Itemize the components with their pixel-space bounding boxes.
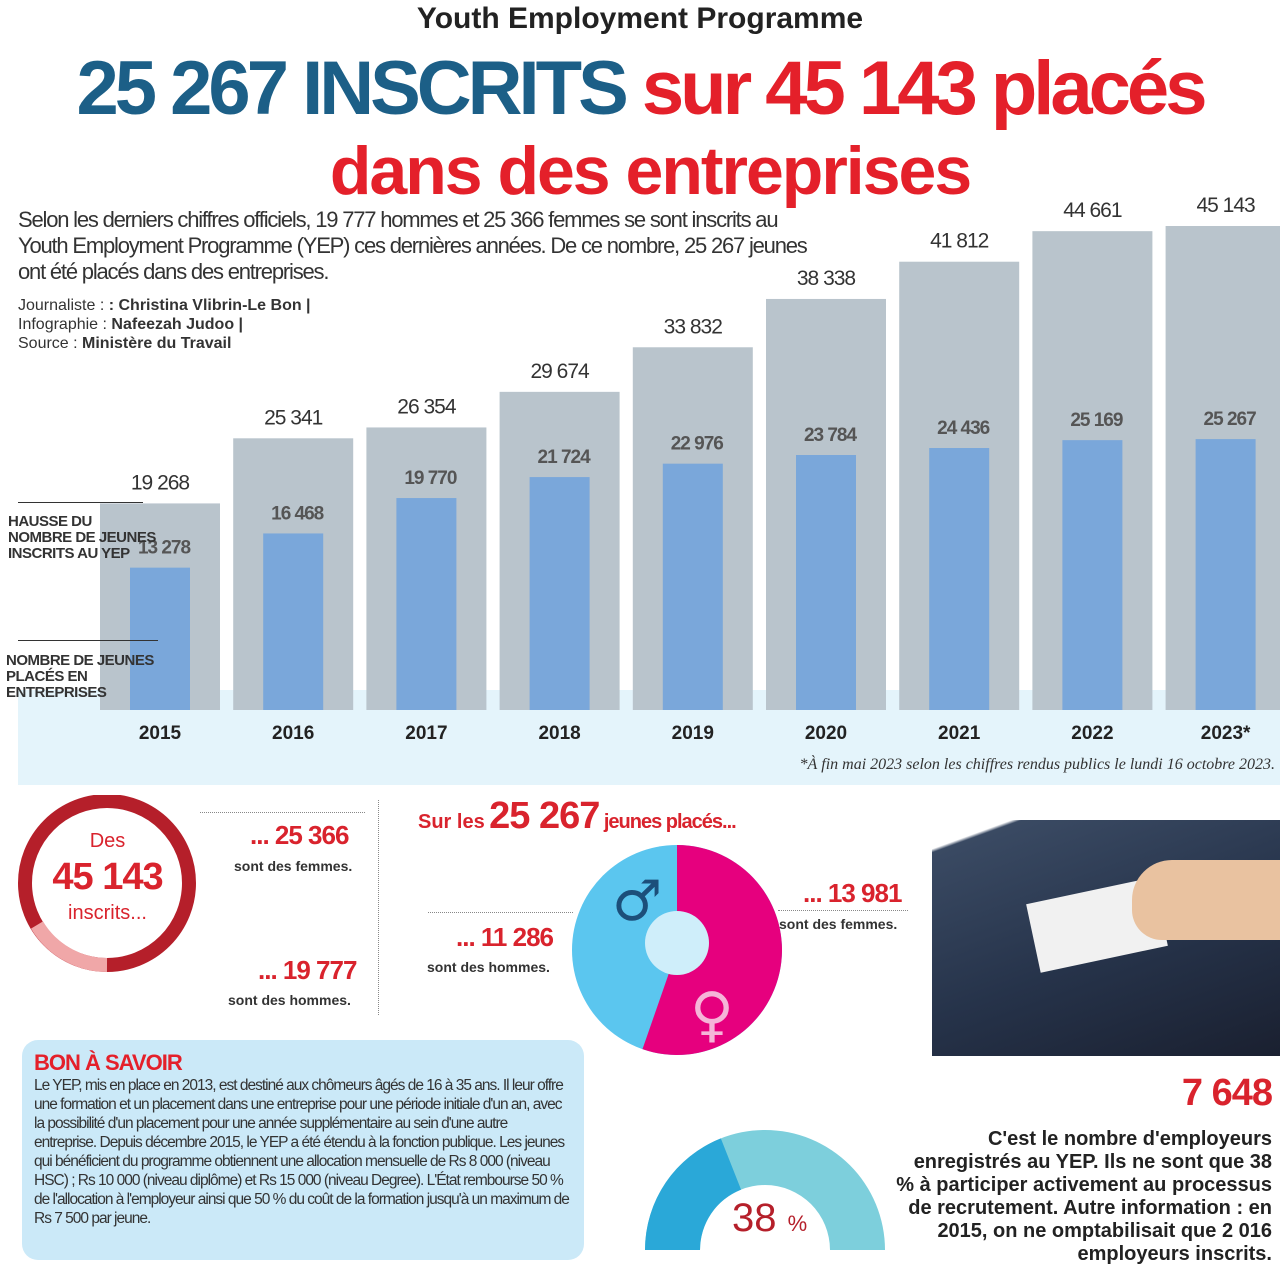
x-tick-label: 2015 (139, 723, 182, 744)
label-placed: 21 724 (538, 447, 592, 468)
x-tick-label: 2020 (805, 723, 847, 744)
bar-placed (929, 448, 990, 710)
legend-placed: NOMBRE DE JEUNES PLACÉS EN ENTREPRISES (6, 652, 154, 701)
label-registered: 38 338 (797, 267, 856, 290)
label-placed: 24 436 (937, 418, 990, 439)
registered-men: ... 19 777 (258, 955, 357, 985)
divider (428, 912, 573, 913)
hand (1132, 860, 1280, 940)
x-tick-label: 2023* (1201, 723, 1251, 744)
bar-placed (396, 498, 457, 710)
credit-value: : Christina Vlibrin-Le Bon | (108, 297, 311, 314)
label-registered: 19 268 (131, 471, 190, 494)
placed-men: ... 11 286 (456, 922, 554, 952)
placed-women: ... 13 981 (803, 878, 902, 908)
x-tick-label: 2021 (938, 723, 981, 744)
credit-journalist: Journaliste : : Christina Vlibrin-Le Bon… (18, 296, 311, 315)
bar-placed (529, 477, 590, 710)
headline-part1: 25 267 INSCRITS (76, 46, 629, 131)
gauge-label: 38 % (732, 1196, 807, 1241)
female-icon: ♀ (690, 980, 734, 1050)
label-placed: 25 267 (1204, 409, 1257, 430)
registered-donut (18, 795, 196, 972)
divider (378, 800, 379, 1015)
registered-women: ... 25 366 (250, 820, 349, 850)
gauge-value: 38 (732, 1196, 777, 1240)
bar-placed (1195, 439, 1256, 710)
donut-men-arc (30, 921, 108, 972)
legend-rule (18, 502, 143, 503)
pie-center (645, 911, 709, 975)
label-placed: 16 468 (271, 503, 324, 524)
credit-source: Source : Ministère du Travail (18, 334, 311, 353)
label-placed: 13 278 (138, 538, 191, 559)
placed-prefix: Sur les (418, 811, 485, 833)
placed-women-label: sont des femmes. (779, 916, 898, 932)
label-registered: 45 143 (1196, 194, 1255, 217)
employers-text: C'est le nombre d'employeurs enregistrés… (896, 1128, 1272, 1265)
kicker: Youth Employment Programme (416, 2, 864, 35)
employers-number: 7 648 (1181, 1072, 1273, 1114)
credits: Journaliste : : Christina Vlibrin-Le Bon… (18, 296, 311, 353)
label-registered: 29 674 (530, 360, 590, 383)
placed-total: 25 267 (489, 795, 600, 837)
headline-part2: sur 45 143 placés (641, 46, 1208, 131)
placed-heading: Sur les 25 267 jeunes placés... (418, 795, 737, 838)
credit-label: Journaliste : (18, 297, 109, 314)
gauge-fill (645, 1138, 742, 1250)
bon-a-savoir-box: BON À SAVOIR Le YEP, mis en place en 201… (22, 1040, 584, 1260)
placed-men-label: sont des hommes. (427, 959, 550, 975)
bar-chart: 19 268 13 278 2015 25 341 16 468 2016 26 354 19… (100, 194, 1280, 744)
label-registered: 33 832 (664, 315, 723, 338)
bar-placed (796, 455, 856, 710)
male-icon: ♂ (612, 869, 662, 934)
gauge-unit: % (787, 1211, 808, 1236)
credit-value: Ministère du Travail (82, 335, 232, 352)
credit-infographic: Infographie : Nafeezah Judoo | (18, 315, 311, 334)
credit-label: Infographie : (18, 316, 112, 333)
intro-text: Selon les derniers chiffres officiels, 1… (18, 207, 808, 284)
credit-label: Source : (18, 335, 83, 352)
placed-pie: ♂ ♀ (572, 845, 782, 1055)
bar-placed (1062, 440, 1123, 710)
footnote: *À fin mai 2023 selon les chiffres rendu… (799, 756, 1275, 773)
x-tick-label: 2016 (272, 723, 314, 744)
registered-total: 45 143 (52, 856, 163, 898)
label-placed: 25 169 (1070, 410, 1123, 431)
bar-placed (662, 463, 723, 710)
label-placed: 23 784 (804, 425, 858, 446)
legend-registered: HAUSSE DU NOMBRE DE JEUNES INSCRITS AU Y… (8, 513, 156, 562)
bon-title: BON À SAVOIR (34, 1050, 183, 1075)
bar-placed (130, 567, 190, 710)
x-tick-label: 2018 (538, 723, 580, 744)
headline: 25 267 INSCRITS sur 45 143 placés (0, 48, 1280, 130)
x-tick-label: 2022 (1071, 723, 1113, 744)
label-placed: 19 770 (404, 468, 457, 489)
label-registered: 25 341 (264, 406, 323, 429)
bar-placed (263, 533, 324, 710)
divider (778, 910, 908, 911)
label-registered: 41 812 (930, 230, 989, 253)
divider (200, 812, 365, 813)
registered-suffix: inscrits... (68, 902, 147, 924)
registered-men-label: sont des hommes. (228, 992, 351, 1008)
label-registered: 44 661 (1063, 199, 1122, 222)
briefcase-photo (932, 820, 1280, 1056)
credit-value: Nafeezah Judoo | (111, 316, 244, 333)
registered-women-label: sont des femmes. (234, 858, 353, 874)
x-tick-label: 2017 (405, 723, 447, 744)
label-placed: 22 976 (671, 434, 724, 455)
pie-women-slice (642, 845, 782, 1055)
registered-prefix: Des (89, 830, 126, 852)
employer-gauge (645, 1130, 885, 1250)
legend-rule (18, 640, 158, 641)
headline-line2: dans des entreprises (329, 133, 972, 209)
bon-text: Le YEP, mis en place en 2013, est destin… (34, 1077, 570, 1227)
placed-suffix: jeunes placés... (603, 811, 737, 833)
x-tick-label: 2019 (672, 723, 714, 744)
label-registered: 26 354 (397, 395, 457, 418)
